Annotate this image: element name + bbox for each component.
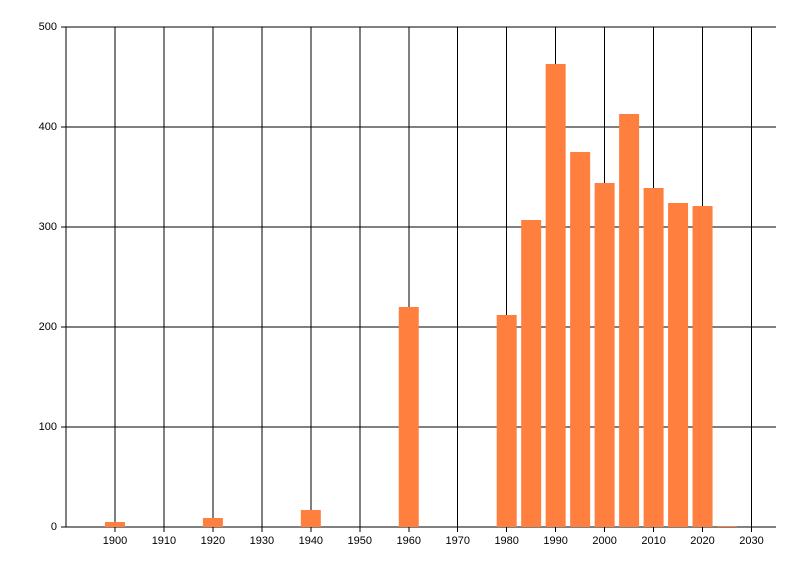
bar bbox=[521, 220, 542, 527]
bar bbox=[717, 526, 738, 527]
x-tick-label: 2020 bbox=[690, 535, 714, 547]
x-tick-label: 2030 bbox=[739, 535, 763, 547]
bar bbox=[104, 522, 125, 527]
x-tick-label: 1960 bbox=[397, 535, 421, 547]
x-tick-label: 1990 bbox=[543, 535, 567, 547]
bar bbox=[570, 152, 591, 527]
x-tick-label: 1900 bbox=[103, 535, 127, 547]
x-tick-label: 2000 bbox=[592, 535, 616, 547]
x-tick-label: 1920 bbox=[201, 535, 225, 547]
y-tick-label: 200 bbox=[39, 321, 57, 333]
bar bbox=[300, 510, 321, 527]
x-tick-label: 1940 bbox=[299, 535, 323, 547]
y-tick-label: 400 bbox=[39, 121, 57, 133]
x-tick-label: 1970 bbox=[445, 535, 469, 547]
x-tick-label: 1980 bbox=[494, 535, 518, 547]
bar bbox=[202, 518, 223, 527]
y-tick-label: 300 bbox=[39, 221, 57, 233]
bar bbox=[668, 203, 689, 527]
y-tick-label: 0 bbox=[51, 521, 57, 533]
bar bbox=[643, 188, 664, 527]
y-tick-label: 500 bbox=[39, 21, 57, 33]
bar bbox=[545, 64, 566, 527]
x-tick-label: 1910 bbox=[152, 535, 176, 547]
bar bbox=[496, 315, 517, 527]
x-tick-label: 2010 bbox=[641, 535, 665, 547]
y-tick-label: 100 bbox=[39, 421, 57, 433]
x-tick-label: 1930 bbox=[250, 535, 274, 547]
bar bbox=[619, 114, 640, 527]
x-tick-label: 1950 bbox=[348, 535, 372, 547]
bar bbox=[692, 206, 713, 527]
bar bbox=[398, 307, 419, 527]
bar bbox=[594, 183, 615, 527]
